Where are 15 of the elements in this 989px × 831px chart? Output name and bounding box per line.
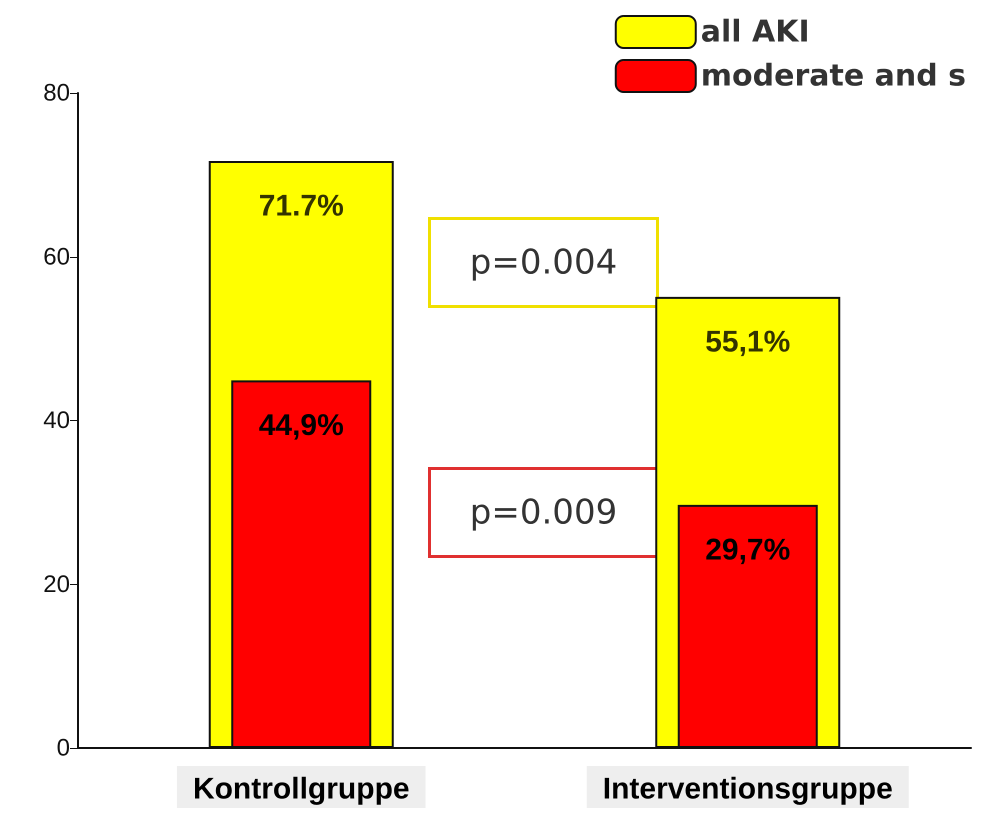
data-label: 55,1% xyxy=(705,325,790,358)
y-tick-label: 80 xyxy=(43,80,70,106)
annotation: p=0.004 xyxy=(470,242,618,282)
annotation: p=0.009 xyxy=(470,492,618,532)
x-tick-label: Kontrollgruppe xyxy=(192,772,410,806)
legend-label: moderate and s xyxy=(700,58,966,94)
y-tick-label: 20 xyxy=(43,570,70,598)
y-tick-label: 60 xyxy=(43,243,70,270)
y-tick-label: 40 xyxy=(43,407,70,434)
x-tick-label: Interventionsgruppe xyxy=(602,772,893,806)
y-tick-label: 0 xyxy=(56,734,70,762)
data-label: 71.7% xyxy=(258,189,344,222)
data-label: 29,7% xyxy=(705,533,790,566)
data-label: 44,9% xyxy=(258,408,344,442)
legend-label: all AKI xyxy=(700,14,810,50)
